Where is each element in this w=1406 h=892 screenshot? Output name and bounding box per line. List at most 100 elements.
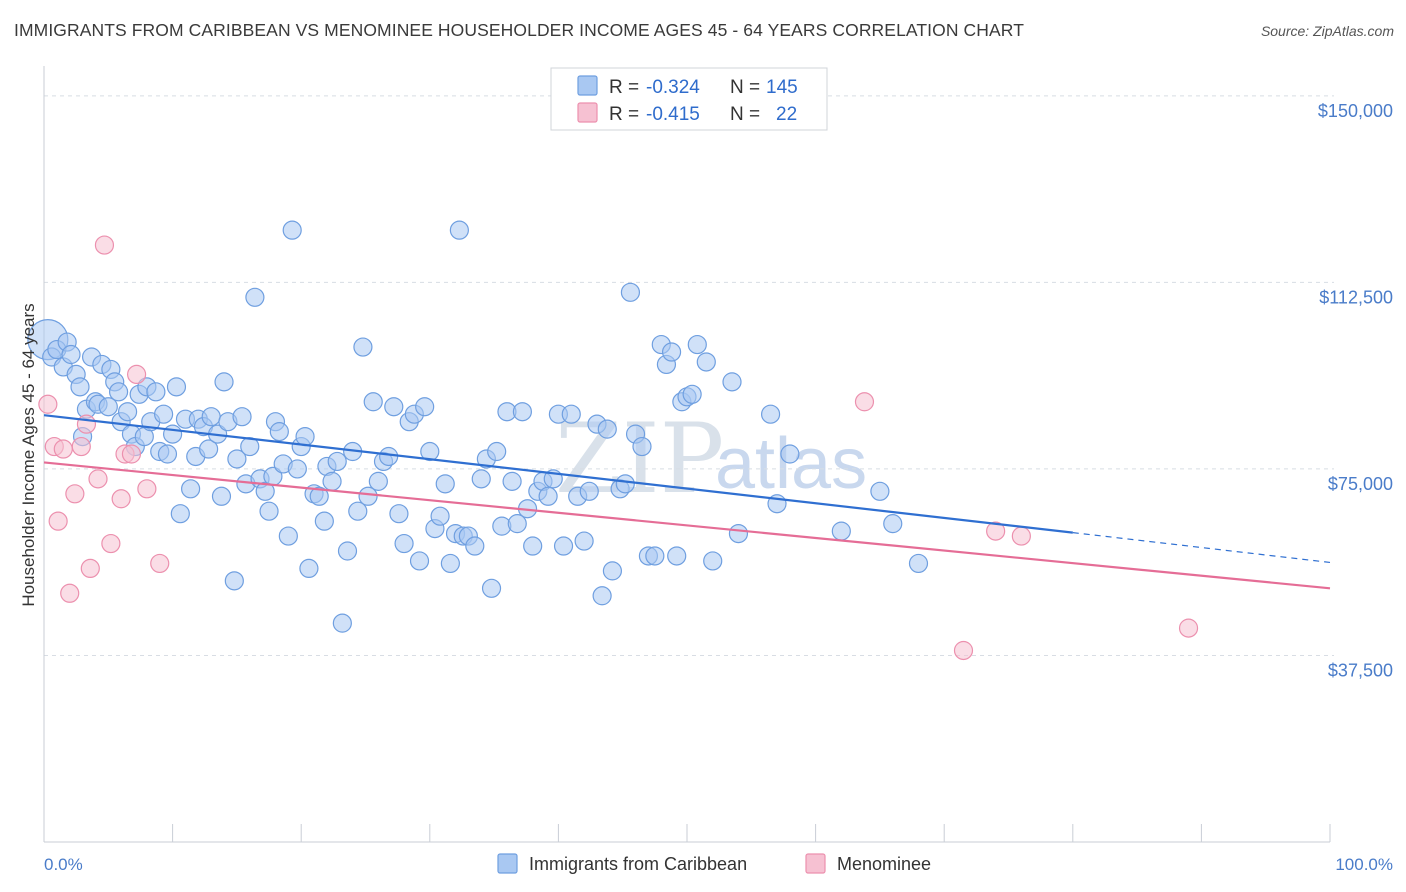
caribbean-point xyxy=(481,578,502,598)
caribbean-point xyxy=(512,402,532,422)
caribbean-point xyxy=(440,553,460,574)
caribbean-point xyxy=(287,459,307,479)
caribbean-point xyxy=(358,486,378,506)
y-axis-label: Householder Income Ages 45 - 64 years xyxy=(19,303,38,606)
caribbean-point xyxy=(502,471,522,491)
caribbean-point xyxy=(259,501,279,521)
caribbean-point xyxy=(337,541,358,561)
caribbean-point xyxy=(201,407,221,427)
caribbean-point xyxy=(199,439,219,459)
legend-r-value: -0.415 xyxy=(646,104,700,125)
caribbean-point xyxy=(523,536,543,556)
caribbean-point xyxy=(615,474,635,494)
series-swatch-caribbean xyxy=(497,853,518,874)
caribbean-point xyxy=(703,551,723,571)
caribbean-point xyxy=(146,382,166,402)
caribbean-point xyxy=(384,397,404,417)
series-legend: Immigrants from Caribbean Menominee xyxy=(497,853,931,874)
caribbean-point xyxy=(157,444,178,464)
menominee-point xyxy=(111,489,131,509)
caribbean-point xyxy=(435,474,455,494)
menominee-point xyxy=(986,521,1006,541)
caribbean-point xyxy=(245,287,265,307)
caribbean-point xyxy=(430,506,450,526)
caribbean-point xyxy=(117,402,138,422)
caribbean-point xyxy=(883,514,903,534)
caribbean-point xyxy=(363,392,383,412)
caribbean-point xyxy=(322,471,342,491)
caribbean-point xyxy=(553,536,574,556)
y-tick-label: $75,000 xyxy=(1328,474,1393,494)
legend-swatch-blue xyxy=(577,75,598,96)
menominee-point xyxy=(38,394,58,414)
caribbean-point xyxy=(255,481,275,501)
caribbean-point xyxy=(153,404,174,424)
x-tick-label: 100.0% xyxy=(1335,855,1393,874)
menominee-point xyxy=(126,364,147,385)
series-swatch-menominee xyxy=(805,853,826,874)
legend-n-label: N = xyxy=(730,104,760,125)
caribbean-point xyxy=(170,504,190,524)
series-label-caribbean: Immigrants from Caribbean xyxy=(529,854,747,874)
caribbean-point xyxy=(661,342,682,362)
y-tick-label: $112,500 xyxy=(1319,287,1393,307)
caribbean-point xyxy=(389,504,409,524)
legend-r-label: R = xyxy=(609,104,639,125)
chart-source: Source: ZipAtlas.com xyxy=(1260,23,1394,39)
axes: $37,500 $75,000 $112,500 $150,000 0.0% 100.0% xyxy=(43,66,1393,874)
x-tick-label: 0.0% xyxy=(44,855,83,874)
caribbean-point xyxy=(353,337,373,357)
menominee-point xyxy=(953,640,974,661)
menominee-point xyxy=(80,558,100,579)
caribbean-point xyxy=(409,551,430,571)
caribbean-point xyxy=(394,533,414,554)
menominee-point xyxy=(60,583,80,603)
y-tick-label: $37,500 xyxy=(1328,660,1393,680)
data-points xyxy=(27,220,1199,661)
caribbean-point xyxy=(332,613,352,633)
menominee-point xyxy=(88,469,108,489)
caribbean-trend-extension xyxy=(1072,531,1331,564)
caribbean-point xyxy=(415,397,435,417)
caribbean-point xyxy=(227,449,247,469)
chart-title: IMMIGRANTS FROM CARIBBEAN VS MENOMINEE H… xyxy=(14,20,1024,40)
series-label-menominee: Menominee xyxy=(837,854,931,874)
caribbean-point xyxy=(538,486,558,506)
caribbean-point xyxy=(602,561,623,581)
caribbean-point xyxy=(166,377,187,397)
menominee-point xyxy=(48,511,68,531)
caribbean-point xyxy=(831,521,851,541)
menominee-point xyxy=(101,533,121,554)
caribbean-point xyxy=(211,486,232,506)
trend-lines xyxy=(43,414,1331,590)
caribbean-point xyxy=(379,446,399,467)
legend-swatch-pink xyxy=(577,102,598,123)
menominee-point xyxy=(1011,526,1031,546)
caribbean-point xyxy=(597,419,617,439)
gridlines xyxy=(44,95,1334,656)
caribbean-point xyxy=(449,220,469,240)
caribbean-point xyxy=(574,531,594,551)
caribbean-point xyxy=(232,407,252,427)
caribbean-point xyxy=(70,377,90,397)
caribbean-point xyxy=(163,424,183,444)
menominee-point xyxy=(65,484,85,504)
caribbean-point xyxy=(348,501,368,521)
menominee-point xyxy=(76,414,97,434)
caribbean-point xyxy=(278,526,298,546)
caribbean-point xyxy=(282,220,302,240)
legend-n-value: 145 xyxy=(766,77,798,98)
caribbean-point xyxy=(269,422,289,442)
menominee-trend-line xyxy=(43,461,1331,590)
caribbean-trend-line xyxy=(43,414,1073,534)
caribbean-point xyxy=(309,486,329,506)
caribbean-point xyxy=(465,536,485,556)
caribbean-point xyxy=(61,344,81,365)
caribbean-point xyxy=(471,469,491,489)
caribbean-point xyxy=(908,553,929,574)
caribbean-point xyxy=(368,471,388,491)
caribbean-point xyxy=(327,451,347,472)
caribbean-point xyxy=(780,444,800,464)
caribbean-point xyxy=(240,436,260,457)
caribbean-point xyxy=(295,426,315,447)
